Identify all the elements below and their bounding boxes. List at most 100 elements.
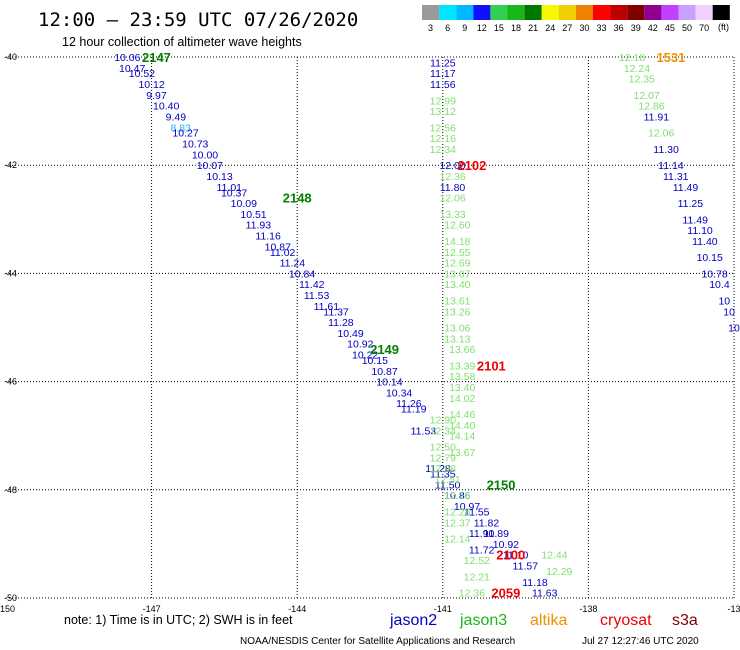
legend-bin-label: 18 xyxy=(511,23,521,33)
satellite-track: 12.9913.1212.5612.1612.3412.3612.0613.33… xyxy=(430,95,573,599)
wave-height-reading: 10.07 xyxy=(197,160,223,172)
wave-height-reading: 13.40 xyxy=(449,382,475,394)
legend-bin-label: 15 xyxy=(494,23,504,33)
legend-bin-label: 39 xyxy=(631,23,641,33)
legend-bin-label: 70 xyxy=(699,23,709,33)
legend-swatch xyxy=(678,5,696,20)
wave-height-reading: 11.17 xyxy=(430,68,456,80)
legend-swatch xyxy=(558,5,576,20)
wave-height-reading: 12.44 xyxy=(541,550,567,562)
longitude-tick-labels: -150 -147 -144 -141 -138 -13 xyxy=(0,604,740,614)
wave-height-reading: 13.07 xyxy=(444,268,470,280)
wave-height-reading: 13.26 xyxy=(444,306,470,318)
wave-height-reading: 10.78 xyxy=(701,268,727,280)
wave-height-reading: 13.58 xyxy=(449,371,475,383)
wave-height-reading: 11.72 xyxy=(469,544,495,556)
legend-swatch xyxy=(507,5,525,20)
wave-height-reading: 10.86 xyxy=(444,490,470,502)
wave-height-reading: 12.16 xyxy=(430,133,456,145)
wave-height-reading: 14.02 xyxy=(449,393,475,405)
legend-bin-label: 6 xyxy=(445,23,450,33)
wave-height-reading: 12.28 xyxy=(444,506,470,518)
longitude-tick-label: -141 xyxy=(434,604,452,614)
wave-height-reading: 10.06 xyxy=(114,52,140,64)
wave-height-reading: 12.21 xyxy=(464,571,490,583)
satellite-altika: altika xyxy=(530,612,567,629)
wave-height-reading: 11.42 xyxy=(299,279,325,291)
wave-height-reading: 12.55 xyxy=(444,247,470,259)
legend-swatch xyxy=(456,5,474,20)
wave-height-reading: 12.29 xyxy=(546,566,572,578)
wave-height-reading: 10.34 xyxy=(386,387,412,399)
wave-height-reading: 11.61 xyxy=(314,301,340,313)
longitude-tick-label: -144 xyxy=(288,604,306,614)
legend-swatch xyxy=(712,5,730,20)
wave-height-reading: 11.35 xyxy=(430,469,456,481)
legend-swatch xyxy=(593,5,611,20)
wave-height-reading: 12.51 xyxy=(435,474,461,486)
wave-height-reading: 10 xyxy=(728,323,740,335)
wave-height-reading: 11.01 xyxy=(217,182,243,194)
latitude-tick-label: -40 xyxy=(4,52,17,62)
wave-height-reading: 12.36 xyxy=(439,171,465,183)
wave-height-reading: 12.98 xyxy=(430,463,456,475)
wave-height-reading: 11.57 xyxy=(513,561,539,573)
wave-height-reading: 10.51 xyxy=(240,209,266,221)
wave-height-reading: 13.33 xyxy=(439,209,465,221)
wave-height-reading: 11.90 xyxy=(469,528,495,540)
legend-swatch xyxy=(627,5,645,20)
legend-bin-label: 36 xyxy=(614,23,624,33)
wave-height-reading: 11.19 xyxy=(401,404,427,416)
wave-height-reading: 11.50 xyxy=(435,479,461,491)
legend-swatch xyxy=(439,5,457,20)
wave-height-reading: 11.49 xyxy=(673,182,699,194)
wave-height-reading: 11.30 xyxy=(653,144,679,156)
legend-swatch xyxy=(422,5,440,20)
legend-swatch xyxy=(575,5,593,20)
wave-height-reading: 13.40 xyxy=(444,279,470,291)
wave-height-reading: 12.24 xyxy=(624,63,650,75)
wave-height-reading: 10 xyxy=(723,306,735,318)
wave-height-reading: 10.15 xyxy=(362,355,388,367)
satellite-jason2: jason2 xyxy=(389,612,437,629)
wave-height-reading: 12.06 xyxy=(439,193,465,205)
pass-time-label: 2147 xyxy=(142,50,171,65)
wave-height-reading: 11.10 xyxy=(503,550,529,562)
legend-unit: (ft) xyxy=(718,22,729,32)
wave-height-reading: 10.52 xyxy=(129,68,155,80)
wave-height-reading: 11.53 xyxy=(304,290,330,302)
wave-height-reading: 10.87 xyxy=(265,241,291,253)
wave-height-reading: 13.61 xyxy=(444,295,470,307)
pass-time-label: 2148 xyxy=(283,191,312,206)
wave-height-reading: 13.66 xyxy=(449,344,475,356)
wave-height-reading: 11.40 xyxy=(692,236,718,248)
wave-height-readings: 10.0610.4710.5210.129.9710.409.498.8310.… xyxy=(114,52,740,600)
wave-height-reading: 10.13 xyxy=(206,171,232,183)
latitude-tick-label: -42 xyxy=(4,160,17,170)
map-subtitle: 12 hour collection of altimeter wave hei… xyxy=(62,35,302,49)
wave-height-reading: 11.24 xyxy=(280,258,306,270)
satellite-track: 10.0610.4710.5210.129.9710.409.498.8310.… xyxy=(114,52,557,600)
pass-time-label: 2149 xyxy=(370,342,399,357)
wave-height-reading: 11.89 xyxy=(483,528,509,540)
wave-height-reading: 8.83 xyxy=(171,122,192,134)
wave-height-reading: 11.31 xyxy=(663,171,689,183)
wave-height-reading: 11.63 xyxy=(532,588,558,600)
map-title: 12:00 — 23:59 UTC 07/26/2020 xyxy=(38,9,358,31)
wave-height-reading: 11.28 xyxy=(328,317,354,329)
wave-height-reading: 12.69 xyxy=(444,258,470,270)
pass-time-label: 2059 xyxy=(491,586,520,601)
legend-bin-label: 45 xyxy=(665,23,675,33)
wave-height-reading: 10.92 xyxy=(493,539,519,551)
legend-bin-label: 27 xyxy=(562,23,572,33)
wave-height-reading: 14.14 xyxy=(449,431,475,443)
legend-labels: 3 6 9 12 15 18 21 24 27 30 33 36 39 42 45 50 70 xyxy=(428,23,709,33)
wave-height-reading: 12.86 xyxy=(638,101,664,113)
wave-height-reading: 11.14 xyxy=(658,160,684,172)
latitude-tick-label: -44 xyxy=(4,268,17,278)
wave-height-reading: 11.80 xyxy=(440,182,466,194)
wave-height-reading: 10.09 xyxy=(231,198,257,210)
